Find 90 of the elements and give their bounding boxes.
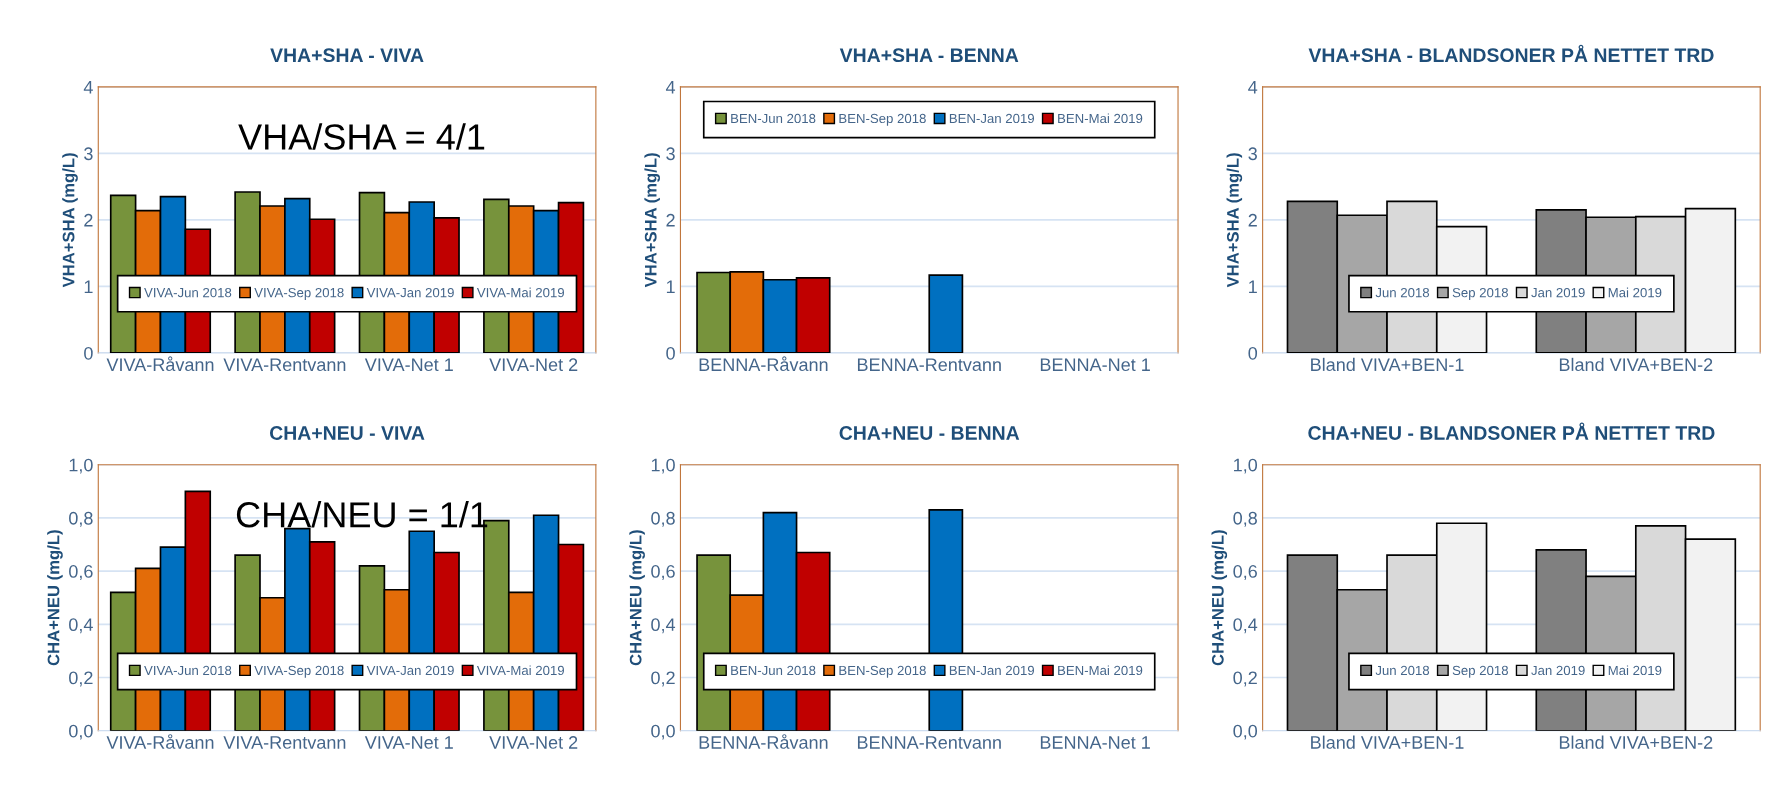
y-tick-label: 0: [666, 346, 675, 360]
legend-label: Jun 2018: [1375, 287, 1430, 298]
y-tick-label: 0,0: [1233, 724, 1258, 740]
y-tick-label: 0,6: [69, 565, 93, 580]
y-tick-label: 3: [1248, 147, 1257, 161]
chart-title: VHA+SHA - BENNA: [839, 48, 1019, 63]
y-tick-label: 0,8: [69, 511, 93, 527]
x-tick-label: Bland VIVA+BEN-1: [1311, 357, 1464, 372]
chart-title: CHA+NEU - BLANDSONER PÅ NETTET TRD: [1308, 422, 1715, 440]
x-tick-label: BENNA-Rentvann: [857, 736, 1001, 749]
y-tick-label: 1: [666, 280, 675, 293]
x-tick-label: VIVA-Rentvann: [223, 736, 346, 749]
y-tick-label: 4: [665, 81, 676, 94]
x-tick-label: Bland VIVA+BEN-1: [1311, 735, 1464, 749]
chart-title: CHA+NEU - VIVA: [269, 426, 425, 440]
y-tick-label: 0,0: [69, 724, 93, 740]
legend-label: VIVA-Mai 2019: [476, 665, 564, 676]
y-axis-title: VHA+SHA (mg/L): [62, 153, 78, 288]
legend-label: BEN-Sep 2018: [839, 113, 926, 126]
legend-label: Sep 2018: [1452, 665, 1508, 678]
x-tick-label: BENNA-Råvann: [699, 356, 828, 372]
y-tick-label: 0,8: [1233, 511, 1257, 527]
y-tick-label: 2: [1248, 213, 1257, 227]
x-tick-label: VIVA-Råvann: [106, 734, 214, 749]
y-tick-label: 1: [84, 280, 93, 293]
y-tick-label: 4: [83, 81, 93, 94]
legend-label: BEN-Jun 2018: [731, 665, 816, 676]
y-tick-label: 0,6: [651, 565, 675, 580]
y-axis-title: VHA+SHA (mg/L): [644, 153, 660, 288]
x-tick-label: BENNA-Råvann: [699, 734, 828, 749]
annotation: CHA/NEU = 1/1: [236, 501, 488, 528]
y-tick-label: 0,2: [651, 671, 675, 687]
legend-label: BEN-Jan 2019: [949, 113, 1035, 124]
legend-label: VIVA-Jan 2019: [366, 287, 454, 298]
y-tick-label: 0: [1248, 346, 1258, 360]
legend-label: BEN-Mai 2019: [1058, 665, 1143, 676]
x-tick-label: BENNA-Net 1: [1040, 736, 1150, 749]
y-axis-title: CHA+NEU (mg/L): [629, 530, 645, 666]
y-tick-label: 0: [84, 346, 93, 360]
x-tick-label: Bland VIVA+BEN-2: [1559, 357, 1713, 372]
x-tick-label: VIVA-Net 1: [364, 736, 453, 749]
y-tick-label: 1: [1249, 280, 1257, 293]
x-tick-label: BENNA-Net 1: [1040, 358, 1150, 372]
x-tick-label: BENNA-Rentvann: [857, 358, 1001, 372]
y-tick-label: 0,2: [1233, 671, 1257, 687]
x-tick-label: VIVA-Net 2: [489, 358, 578, 372]
y-axis-title: VHA+SHA (mg/L): [1226, 153, 1243, 288]
legend-label: Jan 2019: [1531, 287, 1585, 298]
legend-label: BEN-Sep 2018: [839, 665, 926, 678]
legend-label: BEN-Jun 2018: [731, 113, 816, 124]
legend-label: Mai 2019: [1608, 287, 1662, 298]
y-tick-label: 0,4: [69, 618, 93, 634]
legend-label: Jan 2019: [1531, 665, 1585, 676]
x-tick-label: VIVA-Net 1: [364, 358, 453, 372]
legend-label: BEN-Mai 2019: [1058, 113, 1143, 124]
chart-title: VHA+SHA - VIVA: [270, 48, 424, 63]
chart-title: CHA+NEU - BENNA: [839, 426, 1020, 440]
y-tick-label: 0,2: [69, 671, 93, 687]
y-tick-label: 3: [666, 147, 675, 161]
y-tick-label: 0,0: [651, 724, 675, 740]
legend-label: VIVA-Jun 2018: [144, 287, 232, 298]
y-axis-title: CHA+NEU (mg/L): [47, 530, 63, 666]
legend-label: VIVA-Sep 2018: [254, 287, 344, 300]
y-tick-label: 2: [84, 213, 93, 227]
y-tick-label: 1,0: [1234, 458, 1258, 474]
y-tick-label: 0,4: [651, 618, 676, 634]
legend-label: VIVA-Jun 2018: [144, 665, 232, 676]
y-tick-label: 0,8: [651, 511, 675, 527]
y-tick-label: 4: [1248, 81, 1258, 94]
annotation: VHA/SHA = 4/1: [238, 123, 485, 150]
y-tick-label: 1,0: [69, 458, 93, 474]
legend-label: VIVA-Sep 2018: [254, 665, 344, 678]
x-tick-label: VIVA-Net 2: [489, 736, 578, 749]
legend-label: Jun 2018: [1375, 665, 1430, 676]
legend-label: VIVA-Jan 2019: [366, 665, 454, 676]
y-axis-title: CHA+NEU (mg/L): [1211, 530, 1228, 666]
x-tick-label: VIVA-Rentvann: [223, 358, 346, 372]
legend-label: Mai 2019: [1608, 665, 1662, 676]
y-tick-label: 0,6: [1233, 565, 1257, 580]
legend-label: Sep 2018: [1452, 287, 1508, 300]
y-tick-label: 3: [84, 147, 93, 161]
x-tick-label: Bland VIVA+BEN-2: [1559, 735, 1713, 749]
legend-label: VIVA-Mai 2019: [476, 287, 564, 298]
x-tick-label: VIVA-Råvann: [106, 356, 214, 372]
chart-title: VHA+SHA - BLANDSONER PÅ NETTET TRD: [1308, 44, 1714, 63]
legend-label: BEN-Jan 2019: [949, 665, 1035, 676]
y-tick-label: 0,4: [1233, 618, 1258, 634]
bar: [928, 274, 964, 353]
y-tick-label: 1,0: [651, 458, 675, 474]
y-tick-label: 2: [666, 213, 675, 227]
